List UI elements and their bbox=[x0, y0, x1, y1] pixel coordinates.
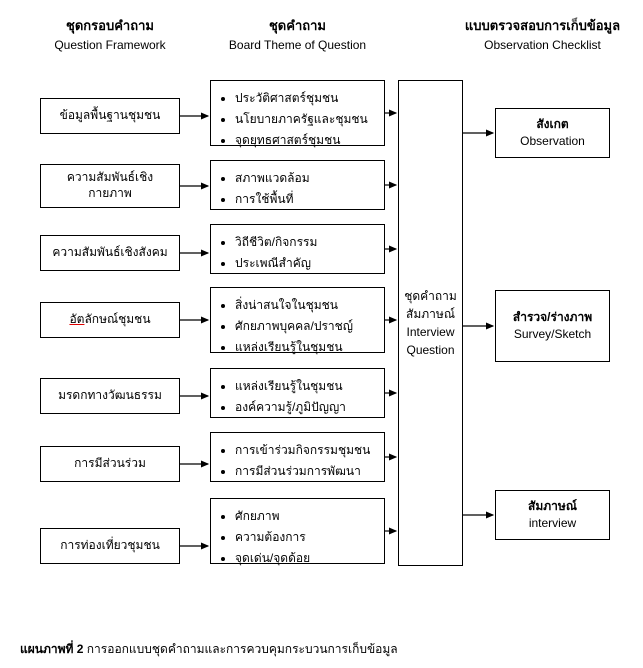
framework-box-1: ความสัมพันธ์เชิงกายภาพ bbox=[40, 164, 180, 208]
question-box-3: สิ่งน่าสนใจในชุมชนศักยภาพบุคคล/ปราชญ์แหล… bbox=[210, 287, 385, 353]
question-item: ประเพณีสำคัญ bbox=[235, 254, 374, 273]
framework-box-5: การมีส่วนร่วม bbox=[40, 446, 180, 482]
question-item: ศักยภาพบุคคล/ปราชญ์ bbox=[235, 317, 374, 336]
framework-box-6: การท่องเที่ยวชุมชน bbox=[40, 528, 180, 564]
question-item: ประวัติศาสตร์ชุมชน bbox=[235, 89, 374, 108]
observation-box-1: สำรวจ/ร่างภาพSurvey/Sketch bbox=[495, 290, 610, 362]
figure-caption: แผนภาพที่ 2 การออกแบบชุดคำถามและการควบคุ… bbox=[20, 640, 398, 659]
question-item: ความต้องการ bbox=[235, 528, 374, 547]
question-box-1: สภาพแวดล้อมการใช้พื้นที่ bbox=[210, 160, 385, 210]
question-item: การมีส่วนร่วมการพัฒนา bbox=[235, 462, 374, 481]
framework-box-2: ความสัมพันธ์เชิงสังคม bbox=[40, 235, 180, 271]
framework-box-4: มรดกทางวัฒนธรรม bbox=[40, 378, 180, 414]
column-header-question: ชุดคำถามBoard Theme of Question bbox=[200, 18, 395, 53]
question-item: การใช้พื้นที่ bbox=[235, 190, 374, 209]
question-item: แหล่งเรียนรู้ในชุมชน bbox=[235, 338, 374, 357]
question-item: วิถีชีวิต/กิจกรรม bbox=[235, 233, 374, 252]
question-box-0: ประวัติศาสตร์ชุมชนนโยบายภาครัฐและชุมชนจุ… bbox=[210, 80, 385, 146]
question-item: องค์ความรู้/ภูมิปัญญา bbox=[235, 398, 374, 417]
column-header-framework: ชุดกรอบคำถามQuestion Framework bbox=[30, 18, 190, 53]
question-box-5: การเข้าร่วมกิจกรรมชุมชนการมีส่วนร่วมการพ… bbox=[210, 432, 385, 482]
question-box-4: แหล่งเรียนรู้ในชุมชนองค์ความรู้/ภูมิปัญญ… bbox=[210, 368, 385, 418]
question-box-2: วิถีชีวิต/กิจกรรมประเพณีสำคัญ bbox=[210, 224, 385, 274]
observation-box-0: สังเกตObservation bbox=[495, 108, 610, 158]
framework-box-0: ข้อมูลพื้นฐานชุมชน bbox=[40, 98, 180, 134]
question-item: สิ่งน่าสนใจในชุมชน bbox=[235, 296, 374, 315]
framework-box-3: อัตลักษณ์ชุมชน bbox=[40, 302, 180, 338]
interview-question-box: ชุดคำถามสัมภาษณ์InterviewQuestion bbox=[398, 80, 463, 566]
column-header-observation: แบบตรวจสอบการเก็บข้อมูลObservation Check… bbox=[435, 18, 643, 53]
question-item: จุดยุทธศาสตร์ชุมชน bbox=[235, 131, 374, 150]
observation-box-2: สัมภาษณ์interview bbox=[495, 490, 610, 540]
question-item: สภาพแวดล้อม bbox=[235, 169, 374, 188]
question-item: การเข้าร่วมกิจกรรมชุมชน bbox=[235, 441, 374, 460]
question-item: ศักยภาพ bbox=[235, 507, 374, 526]
question-item: แหล่งเรียนรู้ในชุมชน bbox=[235, 377, 374, 396]
question-box-6: ศักยภาพความต้องการจุดเด่น/จุดด้อย bbox=[210, 498, 385, 564]
question-item: นโยบายภาครัฐและชุมชน bbox=[235, 110, 374, 129]
question-item: จุดเด่น/จุดด้อย bbox=[235, 549, 374, 568]
